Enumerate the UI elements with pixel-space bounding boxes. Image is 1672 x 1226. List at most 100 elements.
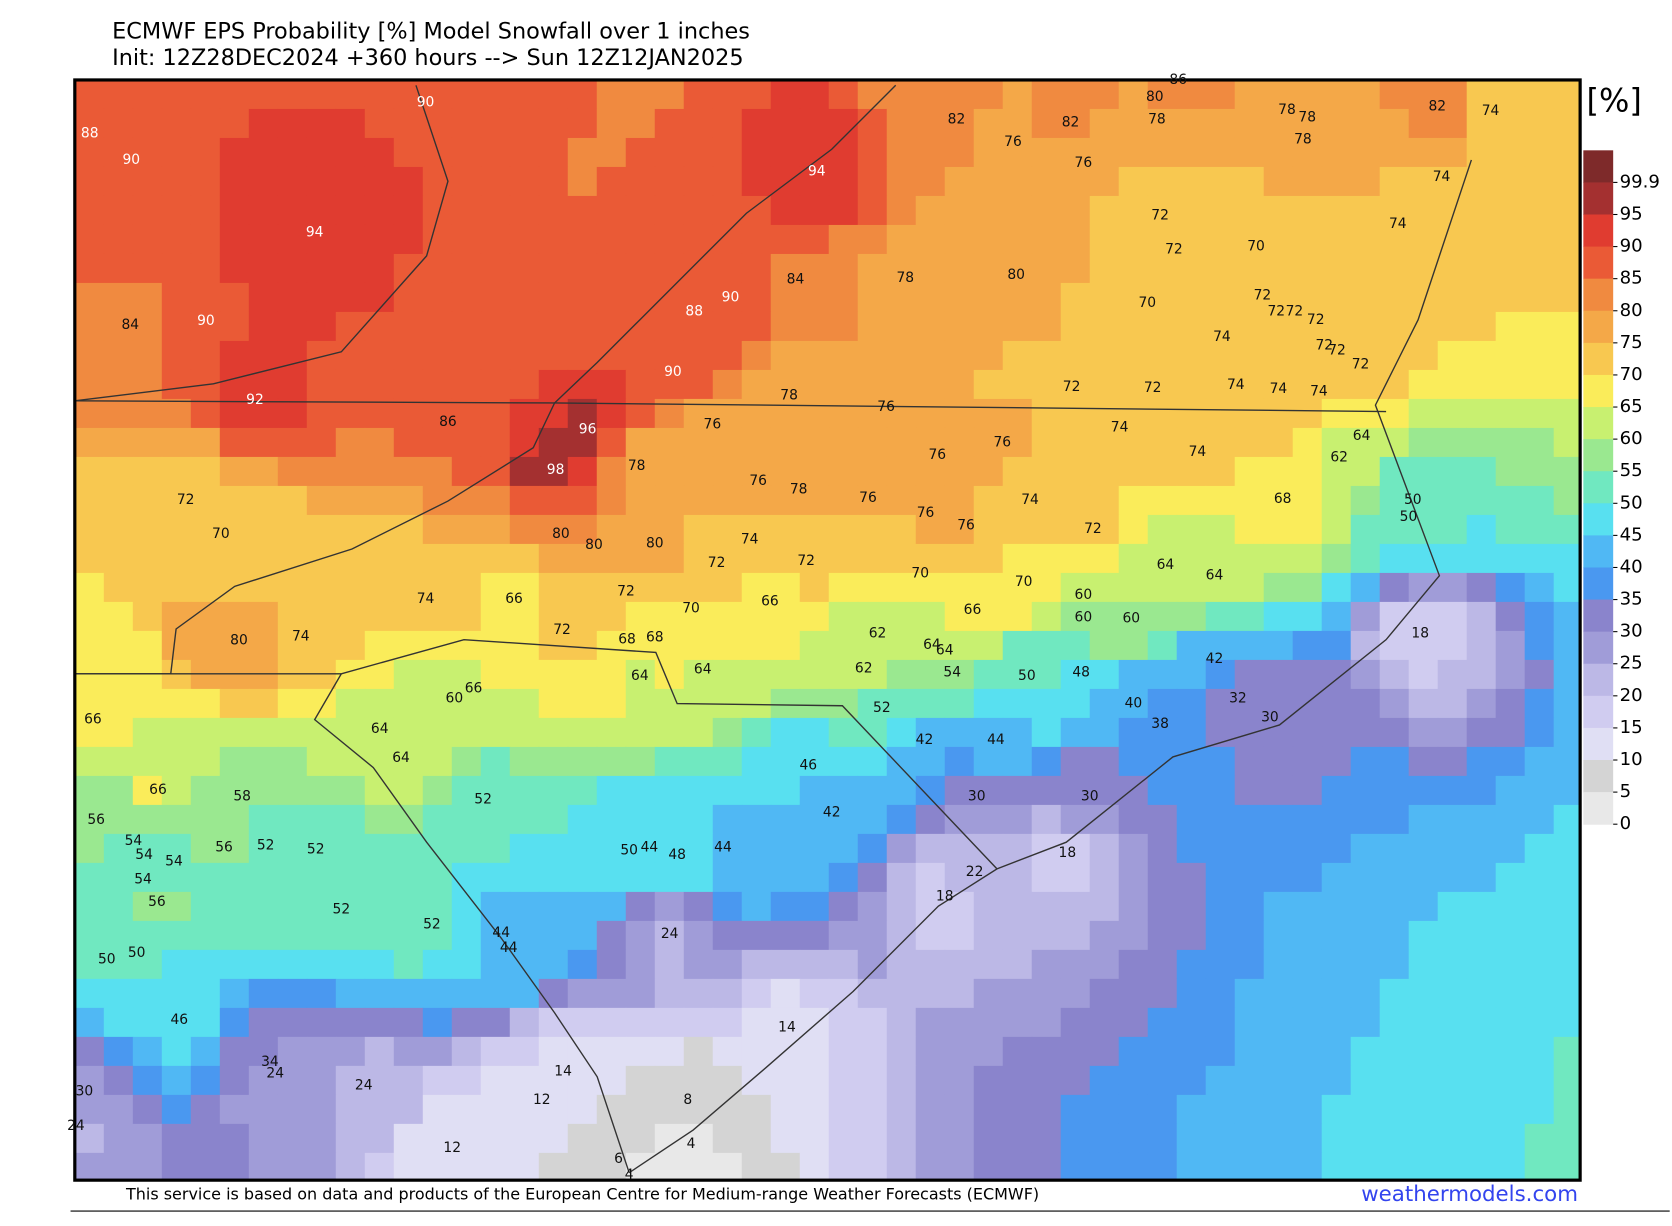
field-cell <box>1234 398 1265 429</box>
field-cell <box>480 1152 511 1181</box>
field-cell <box>567 775 598 806</box>
field-cell <box>74 456 105 487</box>
field-cell <box>480 688 511 719</box>
field-cell <box>1437 601 1468 632</box>
field-cell <box>886 543 917 574</box>
field-cell <box>1495 659 1526 690</box>
field-cell <box>712 1123 743 1154</box>
field-cell <box>1495 1123 1526 1154</box>
field-cell <box>683 1065 714 1096</box>
value-label: 52 <box>307 842 325 858</box>
value-label: 54 <box>135 847 153 863</box>
field-cell <box>1118 1007 1149 1038</box>
field-cell <box>857 282 888 313</box>
field-cell <box>799 1036 830 1067</box>
field-cell <box>1060 949 1091 980</box>
field-cell <box>654 514 685 545</box>
field-cell <box>393 688 424 719</box>
colorbar-label: 80 <box>1620 300 1643 321</box>
field-cell <box>161 1094 192 1125</box>
value-label: 52 <box>257 837 275 853</box>
value-label: 54 <box>134 872 152 888</box>
field-cell <box>132 137 163 168</box>
value-label: 50 <box>620 843 638 859</box>
field-cell <box>625 659 656 690</box>
field-cell <box>770 224 801 255</box>
field-cell <box>103 398 134 429</box>
field-cell <box>1437 978 1468 1009</box>
field-cell <box>161 398 192 429</box>
field-cell <box>1205 659 1236 690</box>
field-cell <box>480 862 511 893</box>
field-cell <box>1002 1123 1033 1154</box>
field-cell <box>103 949 134 980</box>
value-label: 30 <box>968 788 986 804</box>
field-cell <box>567 659 598 690</box>
field-cell <box>1234 340 1265 371</box>
colorbar-label: 70 <box>1620 364 1643 385</box>
field-cell <box>335 1065 366 1096</box>
field-cell <box>364 949 395 980</box>
field-cell <box>915 1152 946 1181</box>
field-cell <box>1379 224 1410 255</box>
field-cell <box>886 456 917 487</box>
field-cell <box>1379 862 1410 893</box>
field-cell <box>1379 688 1410 719</box>
colorbar-box <box>1583 631 1614 665</box>
colorbar-box <box>1583 182 1614 216</box>
value-label: 44 <box>641 840 659 856</box>
field-cell <box>596 253 627 284</box>
field-cell <box>1553 978 1581 1009</box>
value-label: 96 <box>579 422 597 438</box>
field-cell <box>683 485 714 516</box>
field-cell <box>219 572 250 603</box>
value-label: 56 <box>148 894 166 910</box>
field-cell <box>248 1094 279 1125</box>
field-cell <box>828 775 859 806</box>
field-cell <box>1408 253 1439 284</box>
field-cell <box>306 775 337 806</box>
value-label: 68 <box>618 632 636 648</box>
field-cell <box>1263 891 1294 922</box>
field-cell <box>596 224 627 255</box>
field-cell <box>741 224 772 255</box>
field-cell <box>1437 1094 1468 1125</box>
colorbar-box <box>1583 439 1614 472</box>
field-cell <box>1408 1065 1439 1096</box>
field-cell <box>1292 79 1323 110</box>
field-cell <box>393 978 424 1009</box>
field-cell <box>625 1152 656 1181</box>
field-cell <box>1350 137 1381 168</box>
field-cell <box>596 949 627 980</box>
colorbar-label: 20 <box>1620 685 1643 706</box>
field-cell <box>741 862 772 893</box>
field-cell <box>364 804 395 835</box>
field-cell <box>1408 775 1439 806</box>
field-cell <box>770 659 801 690</box>
field-cell <box>1263 224 1294 255</box>
field-cell <box>799 282 830 313</box>
field-cell <box>625 340 656 371</box>
field-cell <box>625 253 656 284</box>
field-cell <box>1089 166 1120 197</box>
field-cell <box>219 775 250 806</box>
field-cell <box>335 920 366 951</box>
field-cell <box>190 311 221 342</box>
field-cell <box>451 833 482 864</box>
field-cell <box>770 804 801 835</box>
field-cell <box>712 166 743 197</box>
field-cell <box>683 1094 714 1125</box>
field-cell <box>509 282 540 313</box>
field-cell <box>1176 978 1207 1009</box>
field-cell <box>654 427 685 458</box>
field-cell <box>1060 775 1091 806</box>
field-cell <box>161 108 192 139</box>
field-cell <box>625 862 656 893</box>
field-cell <box>567 1065 598 1096</box>
field-cell <box>161 862 192 893</box>
colorbar-label: 90 <box>1620 236 1643 257</box>
field-cell <box>596 456 627 487</box>
field-cell <box>1002 1036 1033 1067</box>
field-cell <box>103 456 134 487</box>
field-cell <box>1205 166 1236 197</box>
